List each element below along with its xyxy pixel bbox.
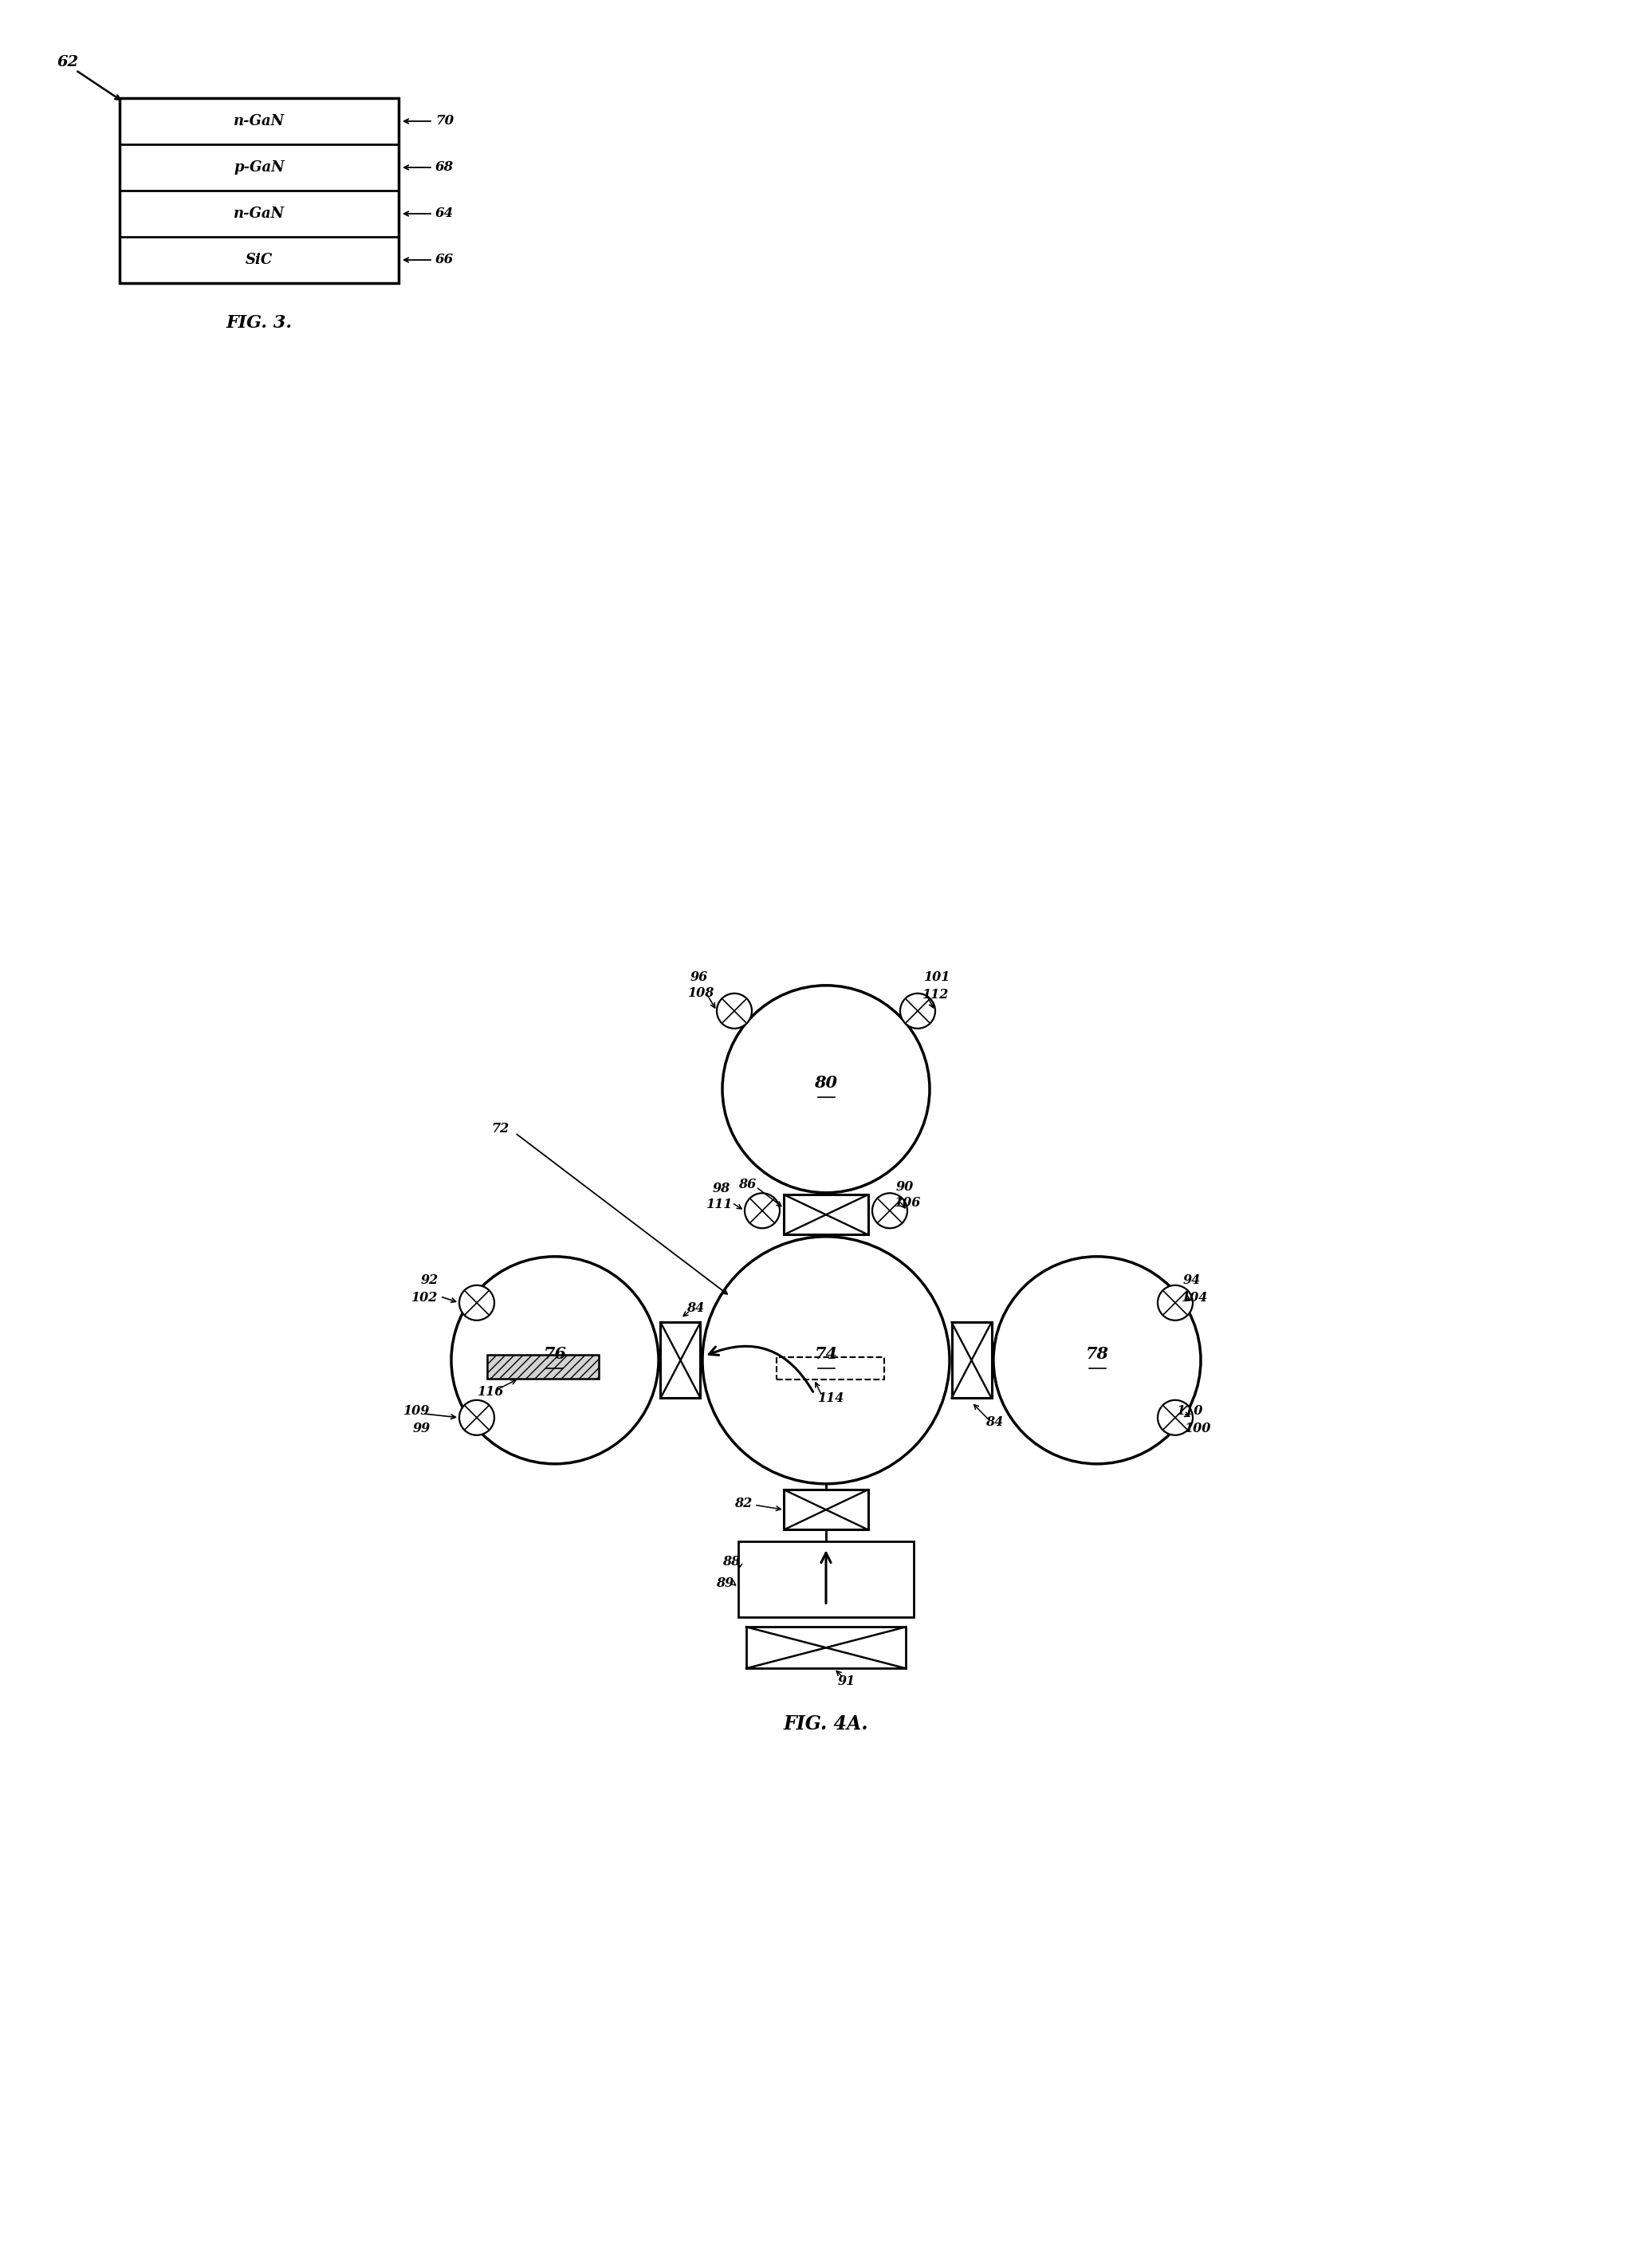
Text: n-GaN: n-GaN bbox=[233, 113, 284, 129]
Text: 110: 110 bbox=[1176, 1406, 1203, 1419]
Text: 101: 101 bbox=[923, 970, 950, 984]
Text: 100: 100 bbox=[1184, 1421, 1211, 1435]
Text: 112: 112 bbox=[922, 988, 950, 1002]
Bar bbox=[776, 1358, 884, 1378]
Text: 88: 88 bbox=[722, 1555, 740, 1569]
Text: 94: 94 bbox=[1183, 1274, 1201, 1288]
Text: 86: 86 bbox=[738, 1177, 757, 1190]
Text: 96: 96 bbox=[691, 970, 709, 984]
Circle shape bbox=[1158, 1401, 1193, 1435]
Text: FIG. 3.: FIG. 3. bbox=[226, 315, 292, 331]
Text: FIG. 4A.: FIG. 4A. bbox=[783, 1714, 869, 1734]
Text: 90: 90 bbox=[895, 1181, 914, 1192]
Text: 76: 76 bbox=[544, 1347, 567, 1362]
Text: 68: 68 bbox=[436, 161, 454, 175]
Text: p-GaN: p-GaN bbox=[233, 161, 284, 175]
Text: 80: 80 bbox=[814, 1075, 838, 1090]
Bar bbox=[738, 1542, 914, 1616]
Text: n-GaN: n-GaN bbox=[233, 206, 284, 220]
Circle shape bbox=[1158, 1285, 1193, 1319]
Text: 111: 111 bbox=[707, 1197, 733, 1211]
Text: 66: 66 bbox=[436, 254, 454, 268]
Circle shape bbox=[722, 986, 930, 1192]
Circle shape bbox=[900, 993, 935, 1029]
Text: SiC: SiC bbox=[246, 254, 273, 268]
Text: 104: 104 bbox=[1181, 1292, 1208, 1306]
Text: 74: 74 bbox=[814, 1347, 838, 1362]
Text: 62: 62 bbox=[56, 54, 79, 70]
Circle shape bbox=[717, 993, 752, 1029]
Text: 106: 106 bbox=[895, 1197, 922, 1211]
Bar bbox=[785, 1489, 867, 1530]
Text: 91: 91 bbox=[838, 1675, 856, 1689]
Text: 92: 92 bbox=[421, 1274, 439, 1288]
Circle shape bbox=[459, 1285, 494, 1319]
Bar bbox=[747, 1628, 905, 1669]
Text: 78: 78 bbox=[1085, 1347, 1108, 1362]
Text: 84: 84 bbox=[687, 1301, 705, 1315]
Bar bbox=[661, 1322, 700, 1399]
Bar bbox=[487, 1356, 598, 1378]
Circle shape bbox=[872, 1192, 907, 1229]
Text: 89: 89 bbox=[715, 1576, 733, 1589]
Text: 82: 82 bbox=[733, 1496, 752, 1510]
Text: 84: 84 bbox=[986, 1415, 1004, 1428]
Circle shape bbox=[745, 1192, 780, 1229]
Text: 72: 72 bbox=[491, 1122, 509, 1136]
Text: 108: 108 bbox=[689, 986, 715, 1000]
Circle shape bbox=[993, 1256, 1201, 1464]
Text: 64: 64 bbox=[436, 206, 454, 220]
Bar bbox=[785, 1195, 867, 1236]
Text: 102: 102 bbox=[411, 1292, 438, 1306]
Text: 114: 114 bbox=[818, 1392, 844, 1406]
Text: 70: 70 bbox=[436, 113, 454, 127]
Circle shape bbox=[702, 1236, 950, 1485]
Text: 109: 109 bbox=[403, 1406, 430, 1419]
Text: 99: 99 bbox=[413, 1421, 431, 1435]
Bar bbox=[952, 1322, 991, 1399]
Text: 116: 116 bbox=[477, 1385, 504, 1399]
Bar bbox=[119, 97, 398, 283]
Circle shape bbox=[451, 1256, 659, 1464]
Circle shape bbox=[459, 1401, 494, 1435]
Text: 98: 98 bbox=[712, 1181, 730, 1195]
